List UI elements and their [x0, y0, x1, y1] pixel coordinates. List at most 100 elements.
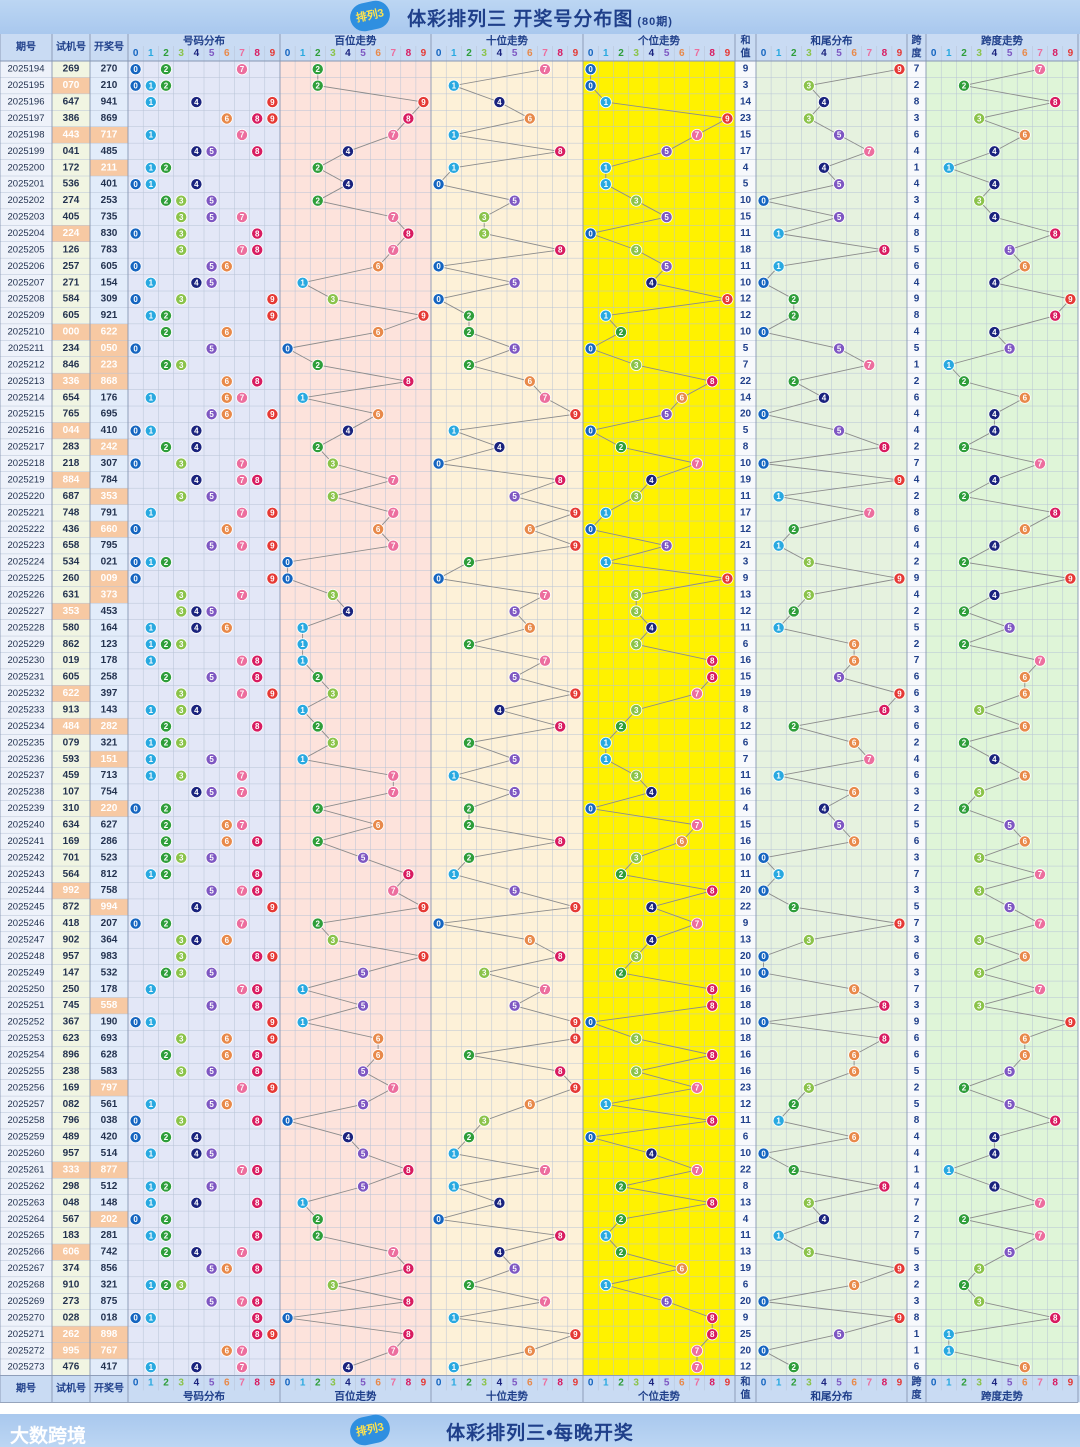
draw-cell: 869 [101, 113, 118, 124]
header-tail: 和尾分布 [810, 34, 853, 47]
span-cell: 8 [914, 1115, 920, 1126]
dist-ball: 2 [159, 1131, 172, 1144]
dist-ball: 2 [159, 917, 172, 930]
dist-ball: 2 [159, 802, 172, 815]
digit-label-tail-0: 0 [761, 48, 767, 59]
svg-text:7: 7 [240, 1297, 245, 1306]
svg-text:8: 8 [710, 673, 715, 682]
sum-cell: 5 [743, 425, 749, 436]
svg-text:5: 5 [209, 673, 214, 682]
svg-text:9: 9 [573, 541, 578, 550]
hundreds-ball: 1 [296, 753, 309, 766]
svg-text:8: 8 [255, 1051, 260, 1060]
hundreds-ball: 7 [387, 243, 400, 256]
span-ball: 2 [958, 79, 971, 92]
svg-text:4: 4 [992, 541, 997, 550]
period-cell: 2025226 [8, 589, 45, 600]
svg-text:5: 5 [837, 821, 842, 830]
digit-label-spt-2: 2 [961, 48, 967, 59]
tail-ball: 0 [757, 194, 770, 207]
trial-cell: 107 [63, 787, 80, 798]
dist-ball: 1 [144, 96, 157, 109]
svg-text:7: 7 [240, 689, 245, 698]
svg-text:0: 0 [761, 969, 766, 978]
period-cell: 2025210 [8, 327, 45, 338]
svg-text:1: 1 [947, 1347, 952, 1356]
svg-text:4: 4 [822, 394, 827, 403]
digit-label-tail-2: 2 [791, 1377, 797, 1388]
dist-ball: 4 [190, 934, 203, 947]
units-ball: 3 [630, 605, 643, 618]
units-ball: 7 [691, 687, 704, 700]
trial-cell: 534 [63, 557, 80, 568]
svg-text:2: 2 [962, 377, 967, 386]
period-cell: 2025208 [8, 294, 45, 305]
svg-text:3: 3 [331, 1281, 336, 1290]
svg-text:2: 2 [164, 837, 169, 846]
tens-ball: 7 [539, 63, 552, 76]
header-trial: 试机号 [56, 1381, 86, 1394]
svg-text:6: 6 [528, 1347, 533, 1356]
trial-cell: 183 [63, 1230, 80, 1241]
svg-text:9: 9 [573, 1018, 578, 1027]
sum-cell: 10 [740, 327, 752, 338]
draw-cell: 758 [101, 885, 118, 896]
svg-text:1: 1 [776, 1117, 781, 1126]
svg-text:3: 3 [977, 887, 982, 896]
draw-cell: 401 [101, 179, 118, 190]
digit-label-tail-0: 0 [761, 1377, 767, 1388]
tail-ball: 1 [772, 769, 785, 782]
digit-label-uni-6: 6 [679, 1377, 685, 1388]
span-ball: 2 [958, 638, 971, 651]
sum-cell: 13 [740, 1197, 752, 1208]
svg-text:5: 5 [1007, 246, 1012, 255]
dist-ball: 4 [190, 901, 203, 914]
tail-ball: 6 [848, 983, 861, 996]
svg-text:1: 1 [300, 755, 305, 764]
svg-text:2: 2 [619, 1215, 624, 1224]
hundreds-ball: 2 [311, 917, 324, 930]
span-ball: 7 [1034, 1196, 1047, 1209]
svg-text:9: 9 [573, 689, 578, 698]
tens-ball: 2 [462, 851, 475, 864]
digit-label-uni-6: 6 [679, 48, 685, 59]
dist-ball: 8 [251, 835, 264, 848]
svg-text:6: 6 [225, 837, 230, 846]
dist-ball: 8 [251, 145, 264, 158]
tens-ball: 9 [569, 901, 582, 914]
span-cell: 7 [914, 655, 920, 666]
svg-text:8: 8 [882, 246, 887, 255]
tail-ball: 0 [757, 1016, 770, 1029]
span-ball: 4 [988, 539, 1001, 552]
tail-ball: 9 [893, 572, 906, 585]
tail-ball: 2 [787, 309, 800, 322]
tens-ball: 1 [447, 79, 460, 92]
digit-label-tail-6: 6 [851, 48, 857, 59]
draw-highlight [90, 521, 128, 538]
hundreds-ball: 4 [341, 145, 354, 158]
span-cell: 6 [914, 1050, 920, 1061]
svg-text:7: 7 [867, 147, 872, 156]
trial-highlight [52, 603, 90, 620]
period-cell: 2025238 [8, 787, 45, 798]
header-top-bg [0, 34, 1080, 61]
svg-text:2: 2 [316, 1232, 321, 1241]
brand-logo: 大数跨境 [10, 1426, 87, 1447]
svg-text:2: 2 [164, 196, 169, 205]
dist-ball: 8 [251, 1049, 264, 1062]
header-trial: 试机号 [56, 40, 86, 53]
span-ball: 4 [988, 1131, 1001, 1144]
hundreds-ball: 7 [387, 1246, 400, 1259]
svg-text:6: 6 [225, 821, 230, 830]
svg-text:1: 1 [604, 1100, 609, 1109]
dist-ball: 9 [266, 1016, 279, 1029]
digit-label-spt-0: 0 [931, 48, 937, 59]
draw-cell: 921 [101, 310, 118, 321]
header-sum-bottom: 值 [741, 1388, 751, 1401]
svg-text:3: 3 [807, 114, 812, 123]
tens-ball: 1 [447, 1311, 460, 1324]
svg-text:7: 7 [240, 459, 245, 468]
units-ball: 1 [599, 309, 612, 322]
sum-cell: 6 [743, 639, 749, 650]
